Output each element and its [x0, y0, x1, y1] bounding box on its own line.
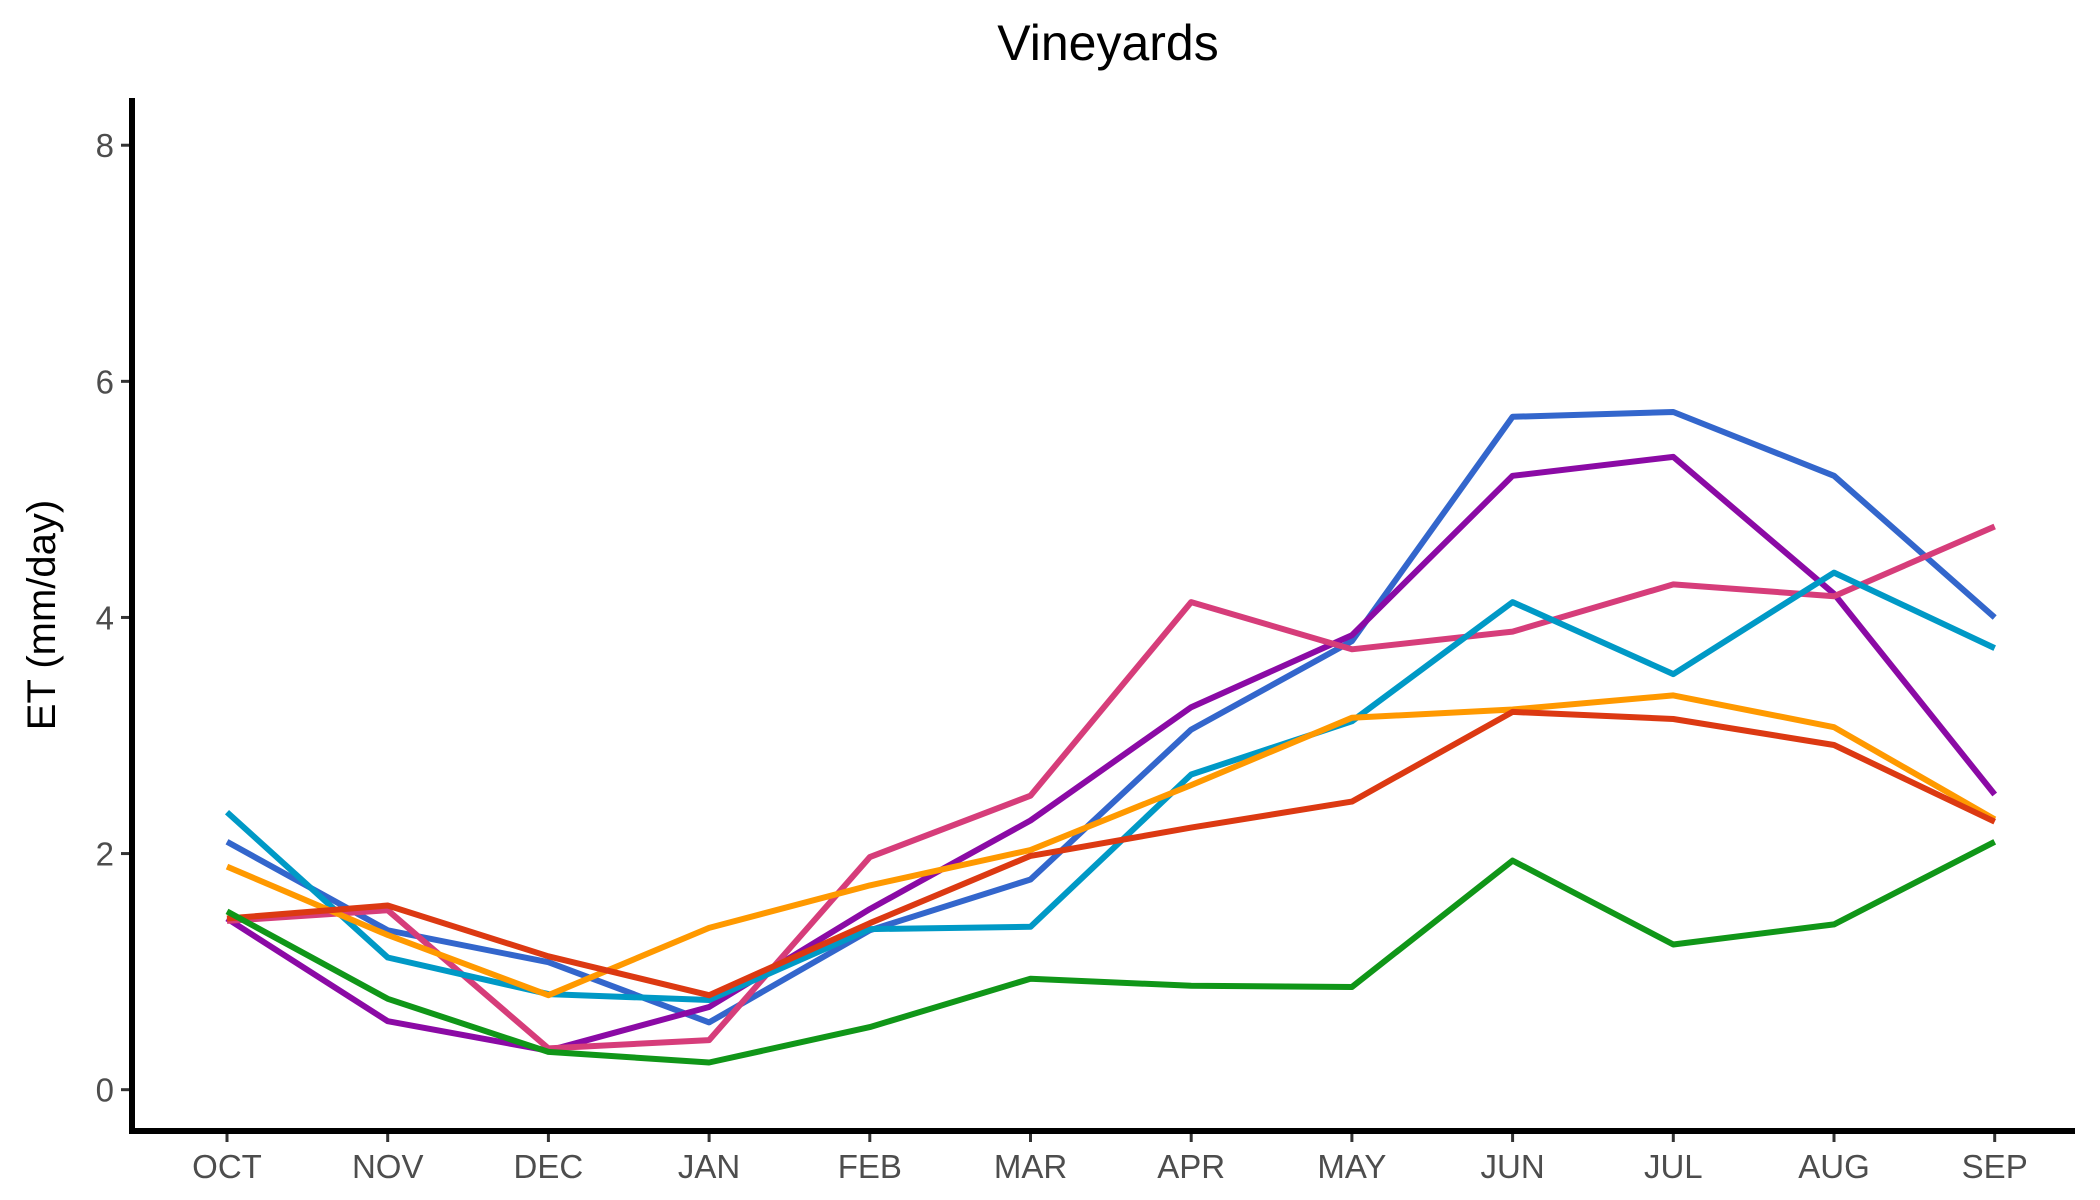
- x-tick-label: JUL: [1644, 1148, 1703, 1185]
- ticks-layer: 0 2 4 6 8 OCT NOV DEC JAN FEB MAR APR MAY JUN JUL AUG SE…: [96, 127, 2028, 1185]
- series-layer: [224, 409, 1998, 1066]
- x-tick-label: DEC: [514, 1148, 584, 1185]
- x-tick-label: NOV: [352, 1148, 424, 1185]
- x-tick-label: SEP: [1962, 1148, 2028, 1185]
- y-tick-label: 6: [96, 363, 114, 400]
- y-tick-label: 0: [96, 1072, 114, 1109]
- series-line-1: [225, 409, 1997, 1026]
- x-tick-label: OCT: [192, 1148, 262, 1185]
- y-axis-label: ET (mm/day): [20, 500, 64, 730]
- series-line-3: [226, 523, 1996, 1052]
- x-tick-label: JUN: [1481, 1148, 1545, 1185]
- series-line-7: [225, 839, 1997, 1066]
- axes-layer: [129, 98, 2075, 1134]
- y-tick-label: 8: [96, 127, 114, 164]
- series-line-5: [225, 692, 1997, 999]
- chart-title: Vineyards: [997, 15, 1218, 71]
- x-tick-label: AUG: [1798, 1148, 1870, 1185]
- x-tick-label: JAN: [678, 1148, 740, 1185]
- series-line-2: [225, 453, 1998, 1054]
- series-line-6: [226, 708, 1996, 999]
- x-tick-label: MAY: [1317, 1148, 1386, 1185]
- y-tick-label: 4: [96, 599, 114, 636]
- x-tick-label: MAR: [994, 1148, 1067, 1185]
- x-tick-label: FEB: [838, 1148, 902, 1185]
- y-tick-label: 2: [96, 836, 114, 873]
- x-tick-label: APR: [1157, 1148, 1225, 1185]
